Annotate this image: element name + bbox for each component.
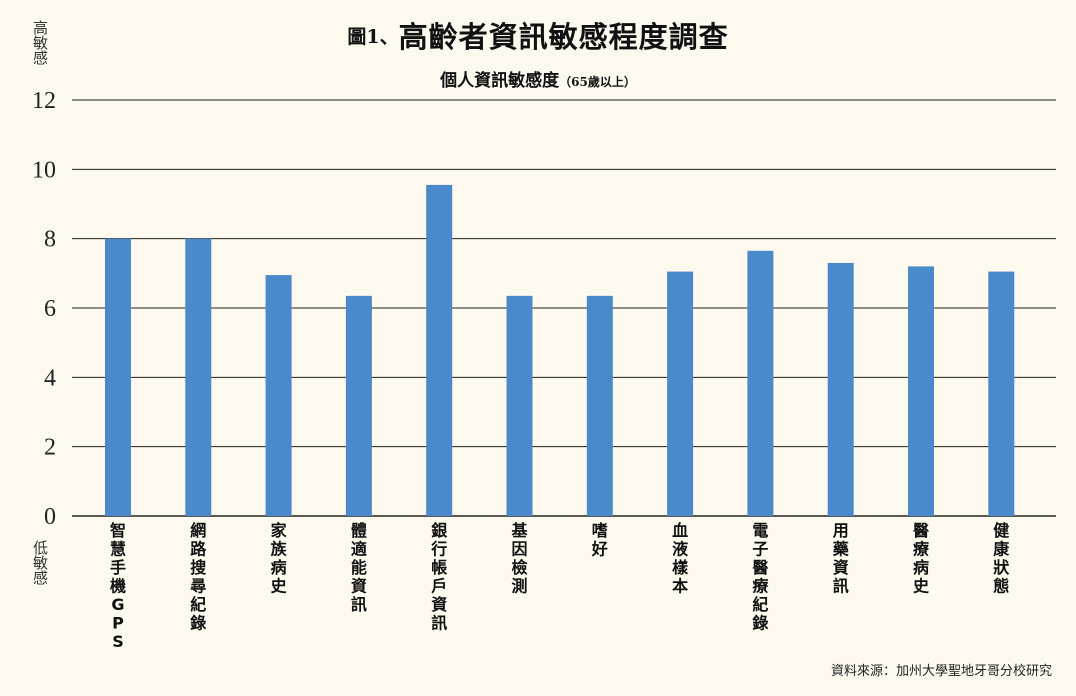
category-label: 家族病史: [271, 521, 288, 596]
category-label: 基因檢測: [510, 521, 528, 596]
y-tick-label: 4: [44, 365, 56, 391]
bar: [667, 271, 694, 516]
category-label: 電子醫療紀錄: [752, 521, 769, 633]
chart-title: 圖1、高齡者資訊敏感程度調查: [0, 14, 1076, 56]
x-axis-labels: 智慧手機 G P S 網路搜尋紀錄 家族病史 體適能資訊 銀行帳戶資訊 基因檢測 嗜好 血液樣本 電子…: [110, 521, 1010, 651]
category-label: 用藥資訊: [832, 521, 850, 596]
bar: [827, 262, 854, 516]
bar: [747, 250, 774, 517]
subtitle-main: 個人資訊敏感度: [440, 71, 560, 91]
low-sensitivity-label: 低敏感: [31, 540, 49, 585]
category-label: 健康狀態: [993, 521, 1010, 596]
source-note: 資料來源：加州大學聖地牙哥分校研究: [830, 664, 1052, 679]
bar: [988, 271, 1015, 516]
bar: [908, 266, 934, 516]
category-label: 體適能資訊: [351, 521, 367, 614]
category-label: 嗜好: [591, 521, 608, 559]
figure-prefix: 圖1、: [347, 26, 399, 48]
category-label: 智慧手機 G P S: [110, 521, 126, 651]
y-tick-label: 10: [32, 157, 56, 183]
y-axis-ticks: 0 2 4 6 8 10 12: [32, 88, 56, 530]
bar: [345, 295, 372, 516]
category-label: 網路搜尋紀錄: [190, 521, 207, 633]
category-label: 醫療病史: [913, 521, 930, 596]
bar: [265, 275, 292, 516]
gridlines: [72, 99, 1056, 517]
y-tick-label: 0: [44, 504, 56, 530]
high-sensitivity-label: 高敏感: [31, 20, 49, 65]
bar: [105, 238, 131, 516]
chart-subtitle: 個人資訊敏感度（65歲以上）: [0, 66, 1076, 91]
bar: [185, 238, 212, 516]
bar: [586, 295, 613, 516]
subtitle-note: （65歲以上）: [559, 75, 636, 89]
title-main: 高齡者資訊敏感程度調查: [398, 20, 729, 54]
bar: [426, 184, 453, 516]
y-tick-label: 12: [32, 88, 56, 114]
bar: [506, 295, 533, 516]
y-tick-label: 2: [44, 435, 56, 461]
y-tick-label: 6: [44, 296, 56, 322]
category-label: 血液樣本: [672, 521, 689, 596]
y-tick-label: 8: [44, 227, 56, 253]
bars: [105, 184, 1015, 517]
category-label: 銀行帳戶資訊: [430, 521, 447, 633]
